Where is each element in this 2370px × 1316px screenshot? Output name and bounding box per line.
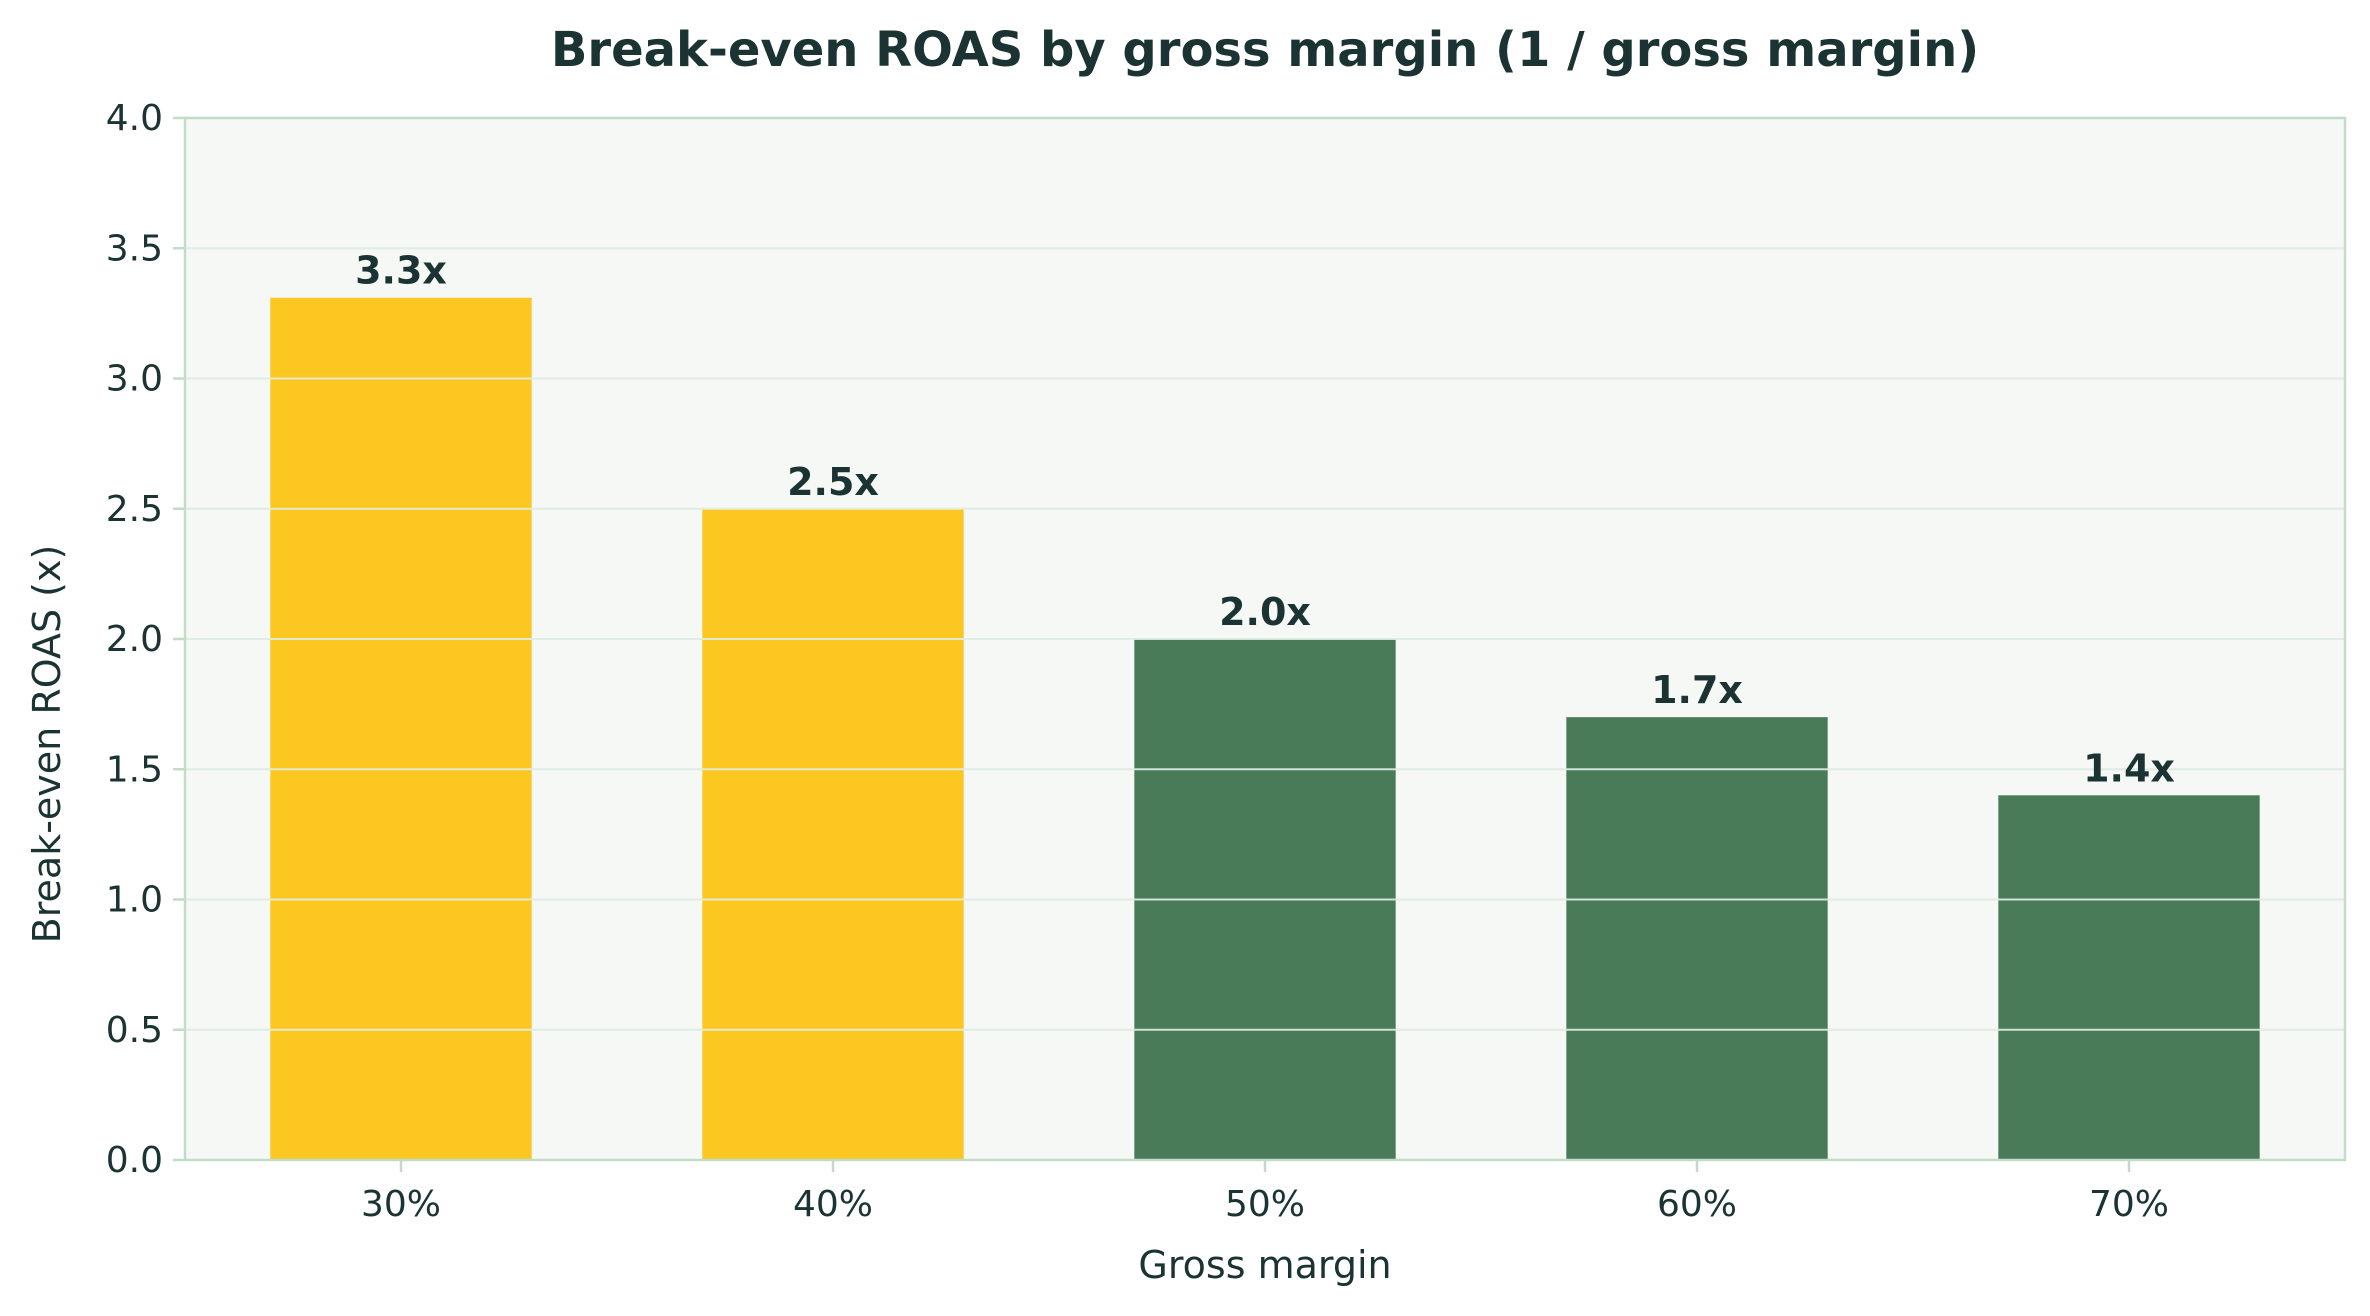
y-tick-label-2: 1.0 <box>106 880 163 921</box>
bars <box>270 297 2260 1160</box>
y-tick-label-1: 0.5 <box>106 1010 163 1051</box>
y-tick-label-7: 3.5 <box>106 228 163 269</box>
bar-30% <box>270 297 532 1160</box>
x-tick-label-0: 30% <box>361 1184 441 1225</box>
x-tick-label-4: 70% <box>2089 1184 2169 1225</box>
data-label-3: 1.7x <box>1651 668 1743 712</box>
data-labels: 3.3x 2.5x 2.0x 1.7x 1.4x <box>355 249 2175 791</box>
x-tick-label-3: 60% <box>1657 1184 1737 1225</box>
y-tick-label-4: 2.0 <box>106 619 163 660</box>
chart-title: Break-even ROAS by gross margin (1 / gro… <box>551 22 1979 78</box>
bar-70% <box>1998 795 2260 1160</box>
bar-60% <box>1566 717 1828 1160</box>
x-tick-label-2: 50% <box>1225 1184 1305 1225</box>
y-tick-label-6: 3.0 <box>106 359 163 400</box>
bar-40% <box>702 508 964 1160</box>
data-label-1: 2.5x <box>787 460 879 504</box>
x-tick-label-1: 40% <box>793 1184 873 1225</box>
y-tick-label-0: 0.0 <box>106 1140 163 1181</box>
data-label-2: 2.0x <box>1219 590 1311 634</box>
data-label-0: 3.3x <box>355 249 447 293</box>
y-tick-label-8: 4.0 <box>106 98 163 139</box>
y-axis-label: Break-even ROAS (x) <box>25 545 69 944</box>
y-tick-label-5: 2.5 <box>106 489 163 530</box>
data-label-4: 1.4x <box>2083 746 2175 790</box>
axes: 0.0 0.5 1.0 1.5 2.0 2.5 3.0 3.5 4.0 30% 40% 50% 60% 7… <box>106 98 2347 1225</box>
x-axis-label: Gross margin <box>1138 1243 1391 1287</box>
y-tick-label-3: 1.5 <box>106 749 163 790</box>
